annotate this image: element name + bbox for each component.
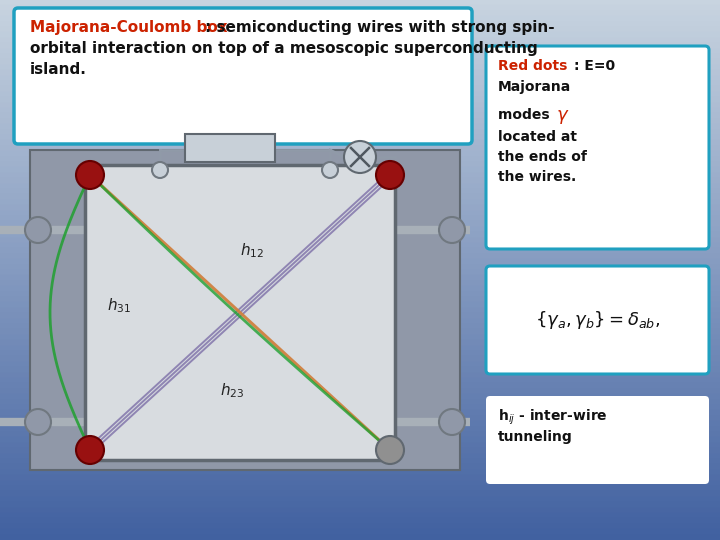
Bar bbox=[185, 134, 275, 162]
FancyBboxPatch shape bbox=[486, 396, 709, 484]
Text: the wires.: the wires. bbox=[498, 170, 576, 184]
Text: $\gamma$: $\gamma$ bbox=[556, 108, 570, 126]
Circle shape bbox=[376, 436, 404, 464]
Text: tunneling: tunneling bbox=[498, 430, 572, 444]
Text: $h_{23}$: $h_{23}$ bbox=[220, 381, 244, 400]
Text: island.: island. bbox=[30, 62, 87, 77]
Circle shape bbox=[152, 162, 168, 178]
Text: $\left\{\gamma_a,\gamma_b\right\}=\delta_{ab},$: $\left\{\gamma_a,\gamma_b\right\}=\delta… bbox=[535, 309, 661, 331]
Text: Red dots: Red dots bbox=[498, 59, 567, 73]
Circle shape bbox=[439, 217, 465, 243]
FancyBboxPatch shape bbox=[486, 46, 709, 249]
Circle shape bbox=[439, 409, 465, 435]
Text: orbital interaction on top of a mesoscopic superconducting: orbital interaction on top of a mesoscop… bbox=[30, 41, 538, 56]
Text: the ends of: the ends of bbox=[498, 150, 587, 164]
FancyBboxPatch shape bbox=[14, 8, 472, 144]
Bar bbox=[30, 150, 460, 470]
Bar bbox=[85, 165, 395, 460]
Text: Majorana: Majorana bbox=[498, 80, 571, 94]
Text: modes: modes bbox=[498, 108, 554, 122]
Circle shape bbox=[25, 217, 51, 243]
Circle shape bbox=[76, 161, 104, 189]
Text: h$_{ij}$ - inter-wire: h$_{ij}$ - inter-wire bbox=[498, 408, 608, 427]
Circle shape bbox=[76, 436, 104, 464]
Circle shape bbox=[376, 161, 404, 189]
Text: Majorana-Coulomb box: Majorana-Coulomb box bbox=[30, 20, 228, 35]
Text: : E=0: : E=0 bbox=[574, 59, 615, 73]
Text: $h_{31}$: $h_{31}$ bbox=[107, 296, 131, 315]
Text: located at: located at bbox=[498, 130, 577, 144]
Text: : semiconducting wires with strong spin-: : semiconducting wires with strong spin- bbox=[205, 20, 554, 35]
Circle shape bbox=[322, 162, 338, 178]
FancyBboxPatch shape bbox=[486, 266, 709, 374]
Text: $h_{12}$: $h_{12}$ bbox=[240, 241, 264, 260]
Circle shape bbox=[25, 409, 51, 435]
Circle shape bbox=[344, 141, 376, 173]
